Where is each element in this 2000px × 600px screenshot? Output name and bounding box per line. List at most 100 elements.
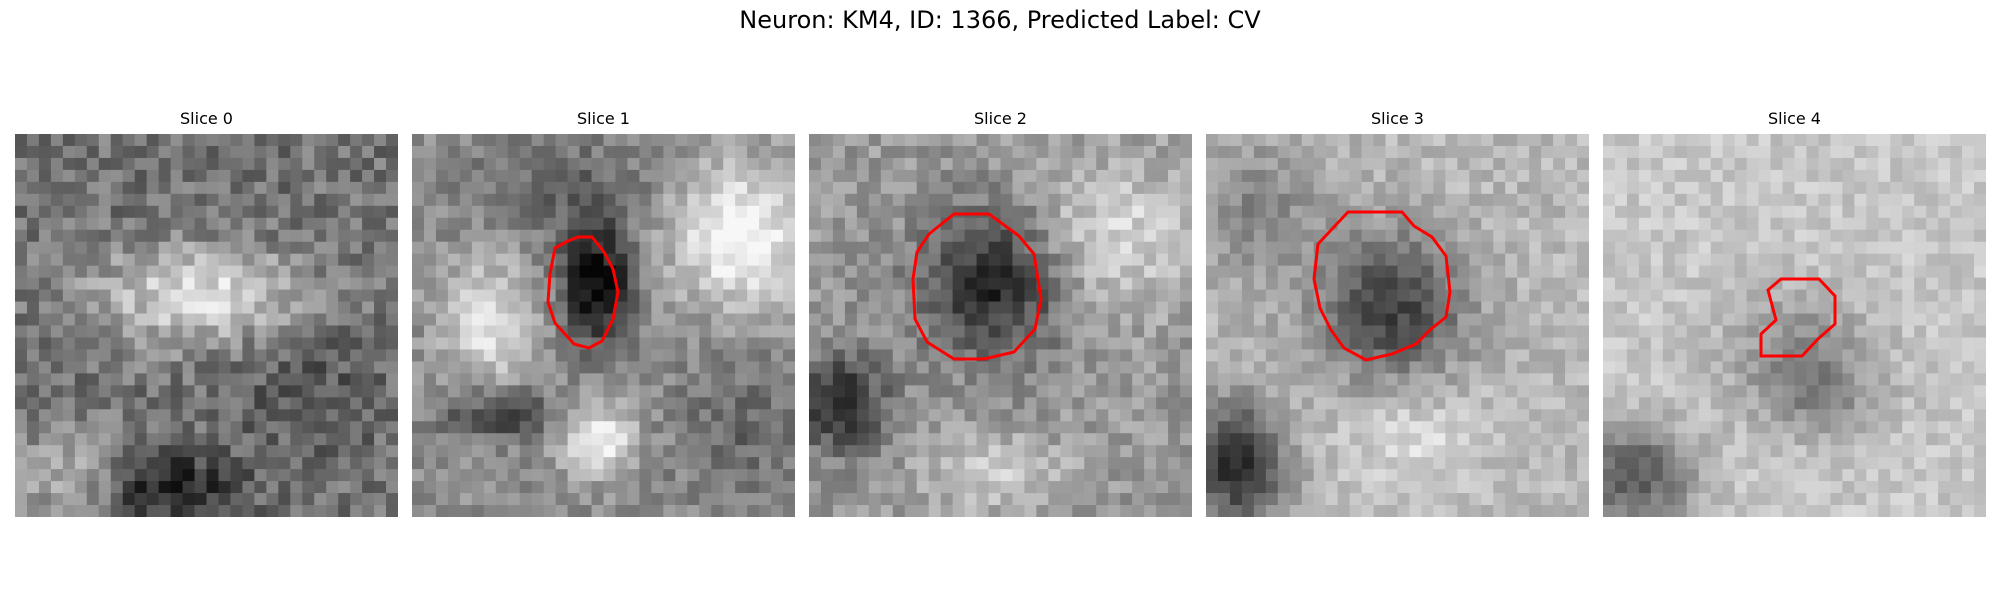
- pixel: [350, 218, 363, 231]
- pixel: [869, 445, 882, 458]
- pixel: [1974, 194, 1986, 207]
- pixel: [1854, 218, 1867, 231]
- pixel: [1723, 218, 1736, 231]
- pixel: [544, 409, 557, 422]
- pixel: [1663, 326, 1676, 339]
- pixel: [989, 278, 1002, 291]
- pixel: [1314, 361, 1327, 374]
- pixel: [386, 290, 398, 303]
- pixel: [639, 158, 652, 171]
- pixel: [484, 385, 497, 398]
- pixel: [687, 481, 700, 494]
- pixel: [1266, 314, 1279, 327]
- pixel: [278, 302, 291, 315]
- pixel: [218, 230, 231, 243]
- pixel: [1386, 493, 1399, 506]
- pixel: [759, 134, 772, 147]
- pixel: [723, 134, 736, 147]
- pixel: [1266, 337, 1279, 350]
- pixel: [989, 457, 1002, 470]
- pixel: [893, 170, 906, 183]
- pixel: [893, 182, 906, 195]
- pixel: [302, 337, 315, 350]
- pixel: [747, 469, 760, 482]
- pixel: [87, 469, 100, 482]
- pixel: [278, 469, 291, 482]
- pixel: [1445, 505, 1458, 517]
- pixel: [1362, 290, 1375, 303]
- pixel: [1036, 481, 1049, 494]
- pixel: [1962, 385, 1975, 398]
- pixel: [1218, 230, 1231, 243]
- pixel: [1771, 170, 1784, 183]
- pixel: [1120, 469, 1133, 482]
- pixel: [1132, 254, 1145, 267]
- pixel: [1615, 206, 1628, 219]
- pixel: [929, 206, 942, 219]
- pixel: [362, 230, 375, 243]
- pixel: [1565, 361, 1578, 374]
- pixel: [230, 481, 243, 494]
- pixel: [1529, 302, 1542, 315]
- pixel: [254, 266, 267, 279]
- pixel: [362, 218, 375, 231]
- pixel: [484, 337, 497, 350]
- pixel: [1254, 349, 1267, 362]
- pixel: [965, 433, 978, 446]
- pixel: [1830, 302, 1843, 315]
- pixel: [699, 218, 712, 231]
- pixel: [1084, 290, 1097, 303]
- pixel: [568, 326, 581, 339]
- pixel: [1386, 218, 1399, 231]
- pixel: [1230, 481, 1243, 494]
- pixel: [556, 361, 569, 374]
- pixel: [87, 421, 100, 434]
- pixel: [1469, 505, 1482, 517]
- pixel: [1036, 182, 1049, 195]
- pixel: [833, 445, 846, 458]
- pixel: [977, 170, 990, 183]
- pixel: [1565, 493, 1578, 506]
- pixel: [759, 254, 772, 267]
- pixel: [1457, 397, 1470, 410]
- pixel: [171, 337, 184, 350]
- pixel: [1759, 302, 1772, 315]
- pixel: [1168, 218, 1181, 231]
- pixel: [1830, 314, 1843, 327]
- pixel: [1565, 266, 1578, 279]
- pixel: [532, 326, 545, 339]
- pixel: [1132, 182, 1145, 195]
- pixel: [881, 170, 894, 183]
- pixel: [1421, 397, 1434, 410]
- pixel: [472, 134, 485, 147]
- pixel: [1398, 170, 1411, 183]
- pixel: [1541, 254, 1554, 267]
- pixel: [556, 337, 569, 350]
- pixel: [1974, 158, 1986, 171]
- pixel: [147, 397, 160, 410]
- pixel: [1711, 242, 1724, 255]
- pixel: [1218, 266, 1231, 279]
- pixel: [1036, 457, 1049, 470]
- pixel: [1663, 182, 1676, 195]
- pixel: [1603, 349, 1616, 362]
- pixel: [893, 469, 906, 482]
- pixel: [1938, 445, 1951, 458]
- pixel: [544, 385, 557, 398]
- pixel: [15, 457, 28, 470]
- pixel: [1950, 170, 1963, 183]
- pixel: [1144, 146, 1157, 159]
- pixel: [63, 266, 76, 279]
- pixel: [436, 469, 449, 482]
- pixel: [1290, 182, 1303, 195]
- pixel: [254, 361, 267, 374]
- pixel: [302, 158, 315, 171]
- pixel: [1132, 445, 1145, 458]
- pixel: [424, 302, 437, 315]
- pixel: [833, 206, 846, 219]
- pixel: [821, 194, 834, 207]
- pixel: [1529, 230, 1542, 243]
- pixel: [771, 397, 784, 410]
- pixel: [1505, 302, 1518, 315]
- pixel: [1374, 194, 1387, 207]
